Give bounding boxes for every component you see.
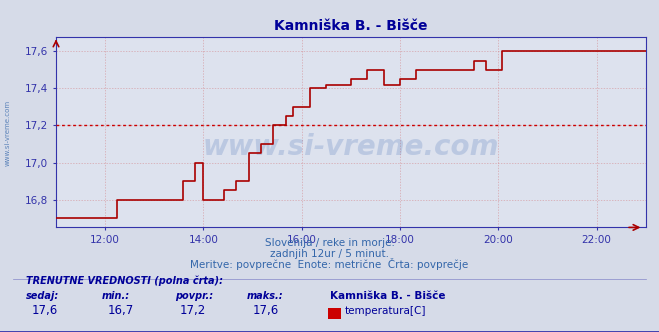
Text: TRENUTNE VREDNOSTI (polna črta):: TRENUTNE VREDNOSTI (polna črta): (26, 275, 223, 286)
Title: Kamniška B. - Bišče: Kamniška B. - Bišče (274, 19, 428, 33)
Text: Kamniška B. - Bišče: Kamniška B. - Bišče (330, 291, 445, 301)
Text: povpr.:: povpr.: (175, 291, 213, 301)
Text: 17,6: 17,6 (32, 304, 58, 317)
Text: 17,2: 17,2 (180, 304, 206, 317)
Text: sedaj:: sedaj: (26, 291, 59, 301)
Text: maks.:: maks.: (247, 291, 284, 301)
Text: 16,7: 16,7 (107, 304, 134, 317)
Text: Meritve: povprečne  Enote: metrične  Črta: povprečje: Meritve: povprečne Enote: metrične Črta:… (190, 258, 469, 270)
Text: temperatura[C]: temperatura[C] (345, 306, 426, 316)
Text: www.si-vreme.com: www.si-vreme.com (203, 133, 499, 161)
Text: Slovenija / reke in morje.: Slovenija / reke in morje. (264, 238, 395, 248)
Text: 17,6: 17,6 (252, 304, 279, 317)
Text: www.si-vreme.com: www.si-vreme.com (5, 100, 11, 166)
Text: zadnjih 12ur / 5 minut.: zadnjih 12ur / 5 minut. (270, 249, 389, 259)
Text: min.:: min.: (102, 291, 130, 301)
